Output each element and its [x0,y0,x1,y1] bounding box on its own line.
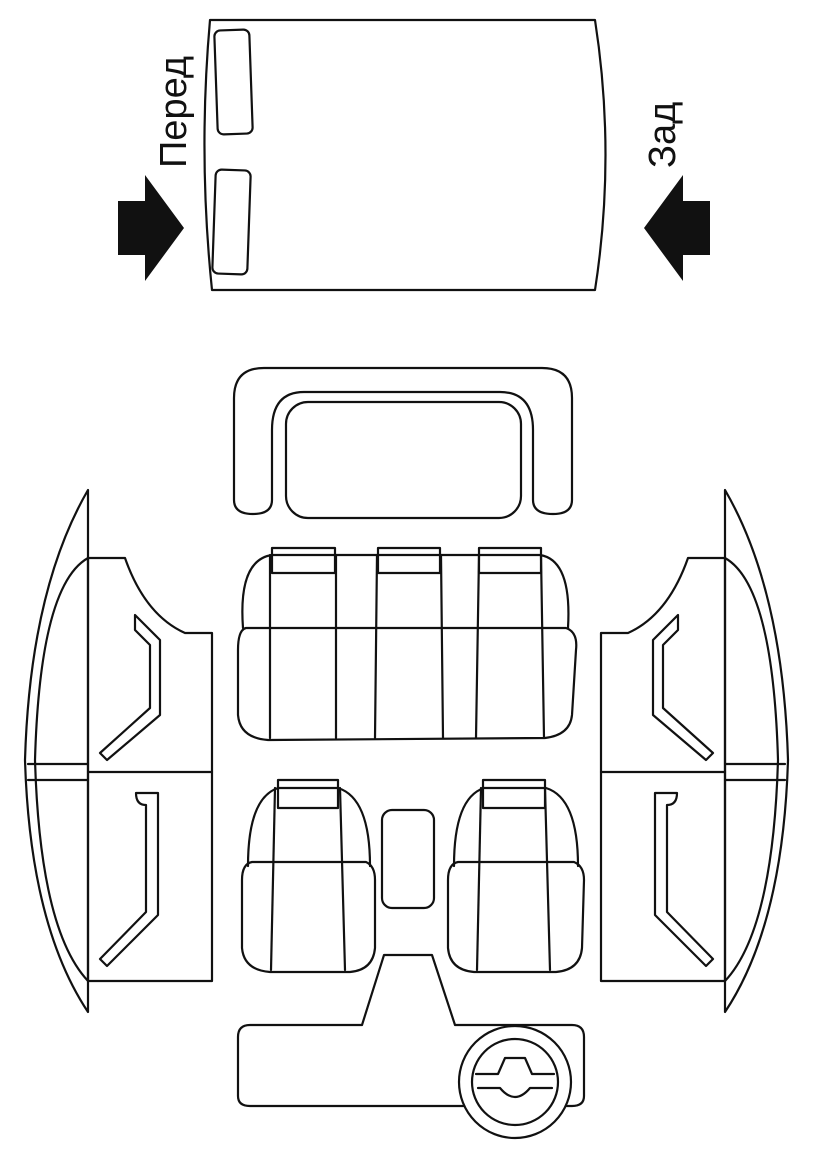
front-left-seam [269,786,277,972]
trunk-mat [232,366,574,520]
right-panel-door [599,556,727,983]
front-right-seam [475,786,483,972]
rear-headrest-left [270,546,337,575]
left-panel-door [86,556,214,983]
front-left-headrest [276,778,340,810]
dashboard-outline [236,953,586,1108]
arrow-left-icon [644,175,710,281]
right-side-panel [599,488,790,1014]
right-panel-outer [723,488,790,1014]
rear-seam [373,553,379,740]
front-seat-left [240,778,377,974]
left-side-panel [23,488,214,1014]
rear-backrest [241,553,570,630]
left-door-handle-rear [98,613,162,762]
left-panel-inner [33,556,90,983]
dashboard [236,953,586,1140]
front-right-seam [543,786,552,972]
right-panel-inner [723,556,780,983]
front-label: Перед [153,56,195,168]
steering-wheel-rim [470,1037,560,1127]
rear-seam [539,553,546,740]
trunk-mat-inner [284,400,523,520]
left-panel-outer [23,488,90,1014]
front-right-cushion [446,860,586,974]
right-door-handle-rear [651,613,715,762]
car-body-outline [203,18,607,292]
rear-seam [474,553,481,740]
rear-cushion [236,626,578,742]
arrow-right-icon [118,175,184,281]
steering-wheel-spokes [474,1056,556,1076]
steering-wheel-outer [457,1024,573,1140]
front-right-backrest [452,786,580,868]
rear-headrest-right [477,546,543,575]
trunk-mat-outer [232,366,574,516]
rear-bench-seat [236,546,578,742]
left-door-handle-front [98,791,160,968]
car-top-view [203,18,607,292]
rear-seam [439,553,445,740]
steering-wheel-hub [476,1086,554,1099]
rear-label: Зад [642,102,684,168]
front-left-backrest [246,786,372,868]
rear-headrest-center [376,546,442,575]
front-window-lower [211,168,252,276]
front-left-cushion [240,860,377,974]
right-door-handle-front [653,791,715,968]
front-seat-right [446,778,586,974]
center-console [380,808,436,910]
front-right-headrest [481,778,547,810]
front-window-upper [213,28,254,136]
front-left-seam [338,786,347,972]
